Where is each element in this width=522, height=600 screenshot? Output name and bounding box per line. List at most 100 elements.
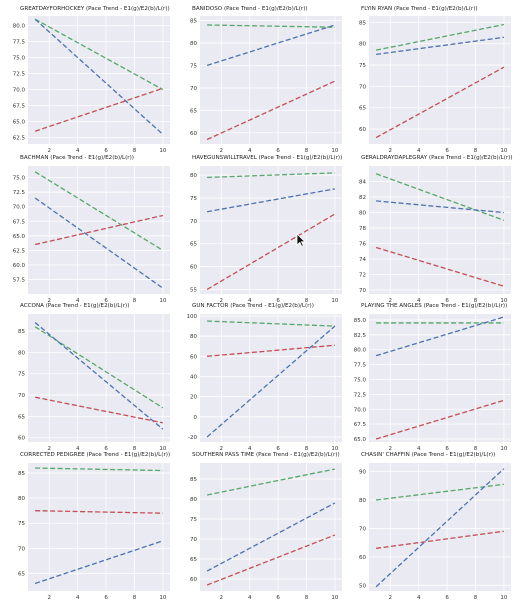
x-tick-label: 8 <box>133 148 137 154</box>
y-tick-label: 70.0 <box>354 407 367 413</box>
x-tick-label: 2 <box>220 595 224 600</box>
y-tick-label: 80 <box>359 498 366 504</box>
x-tick-label: 10 <box>500 595 507 600</box>
chart-title: CHASIN' CHAFFIN (Pace Trend - E1(g)/E2(b… <box>361 452 495 458</box>
x-tick-label: 2 <box>389 298 393 304</box>
y-tick-label: 80 <box>190 41 197 47</box>
x-tick-label: 6 <box>104 595 108 600</box>
x-tick-label: 6 <box>276 298 280 304</box>
x-tick-label: 4 <box>248 298 252 304</box>
y-tick-label: 75.0 <box>13 176 26 182</box>
series-line <box>34 18 164 135</box>
y-tick-label: 75 <box>18 521 25 527</box>
y-tick-label: 60 <box>359 127 366 133</box>
chart-title: GUN FACTOR (Pace Trend - E1(g)/E2(b)/L(r… <box>192 303 314 309</box>
y-tick-label: 82 <box>359 195 366 201</box>
chart-title: BANIDOSO (Pace Trend - E1(g)/E2(b)/L(r)) <box>192 6 308 12</box>
y-tick-label: 70 <box>18 546 25 552</box>
x-tick-label: 6 <box>445 298 449 304</box>
series-line <box>376 483 504 501</box>
y-tick-label: 80 <box>359 211 366 217</box>
y-tick-label: 57.5 <box>13 277 26 283</box>
y-tick-label: 65 <box>18 571 25 577</box>
y-tick-label: 0 <box>194 415 198 421</box>
chart-panel: ACCONA (Pace Trend - E1(g)/E2(b)/L(r)) 2 4… <box>18 303 170 452</box>
y-tick-label: 70 <box>190 537 197 543</box>
y-tick-label: 70 <box>359 288 366 294</box>
chart-panel: SOUTHERN PASS TIME (Pace Trend - E1(g)/E… <box>190 452 342 600</box>
y-tick-label: 60 <box>190 577 197 583</box>
plot-area <box>200 16 342 144</box>
x-tick-label: 4 <box>248 148 252 154</box>
x-tick-label: 2 <box>48 446 52 452</box>
x-tick-label: 8 <box>474 298 478 304</box>
x-tick-label: 10 <box>159 595 166 600</box>
plot-area <box>369 314 511 442</box>
y-tick-label: 85 <box>190 18 197 24</box>
x-tick-label: 4 <box>248 446 252 452</box>
y-tick-label: 75 <box>359 63 366 69</box>
y-tick-label: 60.0 <box>13 263 26 269</box>
x-tick-label: 10 <box>159 446 166 452</box>
y-tick-label: 67.5 <box>354 422 367 428</box>
series-line <box>375 173 505 221</box>
chart-panel: CORRECTED PEDIGREE (Pace Trend - E1(g)/E… <box>18 452 170 600</box>
y-tick-label: 80 <box>190 173 197 179</box>
x-tick-label: 6 <box>276 595 280 600</box>
x-tick-label: 6 <box>104 298 108 304</box>
x-tick-label: 8 <box>133 298 137 304</box>
chart-panel: BACHMAN (Pace Trend - E1(g)/E2(b)/L(r)) 2… <box>13 155 170 304</box>
x-tick-label: 10 <box>500 148 507 154</box>
plot-area <box>200 463 342 591</box>
x-tick-label: 10 <box>331 595 338 600</box>
x-tick-label: 10 <box>159 298 166 304</box>
series-line <box>34 326 164 409</box>
arrow-cursor-icon <box>296 233 306 247</box>
x-tick-label: 6 <box>104 446 108 452</box>
x-tick-label: 4 <box>248 595 252 600</box>
y-tick-label: 80 <box>359 42 366 48</box>
y-tick-label: 70 <box>190 86 197 92</box>
x-tick-label: 10 <box>331 298 338 304</box>
x-tick-label: 8 <box>133 446 137 452</box>
x-tick-label: 4 <box>76 148 80 154</box>
y-tick-label: 80 <box>18 350 25 356</box>
series-line <box>375 66 505 139</box>
x-tick-label: 8 <box>305 148 309 154</box>
chart-title: BACHMAN (Pace Trend - E1(g)/E2(b)/L(r)) <box>20 155 134 161</box>
x-tick-label: 2 <box>48 148 52 154</box>
plot-area <box>369 166 511 294</box>
chart-title: ACCONA (Pace Trend - E1(g)/E2(b)/L(r)) <box>20 303 129 309</box>
y-tick-label: 72.5 <box>13 72 26 78</box>
y-tick-label: 85 <box>18 471 25 477</box>
y-tick-label: 78 <box>359 226 366 232</box>
series-line <box>207 24 335 28</box>
series-line <box>206 188 336 213</box>
x-tick-label: 8 <box>474 446 478 452</box>
y-tick-label: 65.0 <box>13 234 26 240</box>
y-tick-label: 50 <box>359 583 366 589</box>
y-tick-label: 60 <box>190 265 197 271</box>
series-line <box>376 200 504 214</box>
series-line <box>206 325 336 438</box>
x-tick-label: 10 <box>159 148 166 154</box>
y-tick-label: 75.0 <box>354 377 367 383</box>
chart-panel: BANIDOSO (Pace Trend - E1(g)/E2(b)/L(r))… <box>190 6 342 154</box>
y-tick-label: 75 <box>190 63 197 69</box>
plot-area <box>28 314 170 442</box>
x-tick-label: 8 <box>305 595 309 600</box>
chart-title: SOUTHERN PASS TIME (Pace Trend - E1(g)/E… <box>192 452 340 458</box>
x-tick-label: 8 <box>305 446 309 452</box>
y-tick-label: 70 <box>359 84 366 90</box>
y-tick-label: 62.5 <box>13 136 26 142</box>
chart-panel: GERALDRAYDAPLEGRAY (Pace Trend - E1(g)/E… <box>359 155 513 304</box>
x-tick-label: 2 <box>48 298 52 304</box>
x-tick-label: 8 <box>305 298 309 304</box>
y-tick-label: 75 <box>18 372 25 378</box>
y-tick-label: 65 <box>190 108 197 114</box>
y-tick-label: 70.0 <box>13 88 26 94</box>
chart-panel: GREATDAYFORHOCKEY (Pace Trend - E1(g)/E2… <box>13 6 170 154</box>
chart-title: PLAYING THE ANGLES (Pace Trend - E1(g)/E… <box>361 303 507 309</box>
plot-area <box>200 166 342 294</box>
